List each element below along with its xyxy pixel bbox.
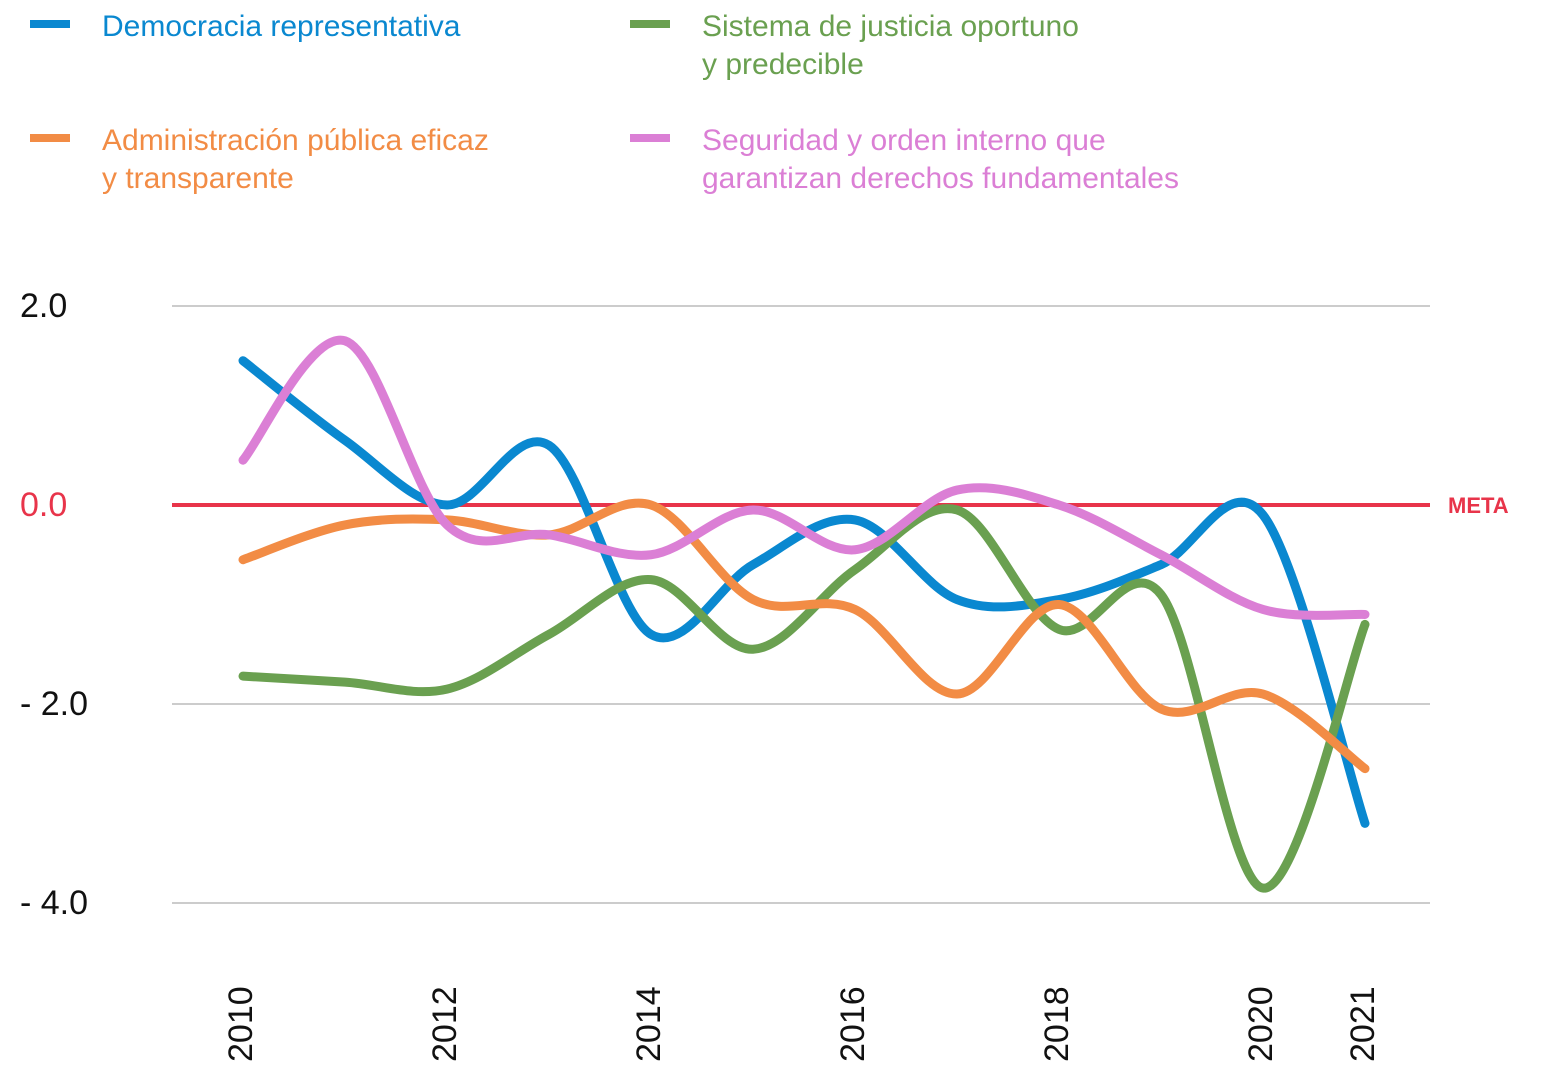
x-tick-label: 2014 [630,986,668,1062]
legend-item: Administración pública eficaz y transpar… [30,122,489,198]
legend-label: Administración pública eficaz y transpar… [102,124,489,195]
legend-item: Seguridad y orden interno que garantizan… [630,122,1179,198]
y-tick-label: - 4.0 [20,884,88,922]
x-tick-label: 2018 [1038,986,1076,1062]
legend-swatch [30,134,70,142]
y-tick-label: 2.0 [20,287,67,325]
x-tick-label: 2012 [426,986,464,1062]
legend-swatch [630,20,670,28]
legend-swatch [30,20,70,28]
legend-label: Democracia representativa [102,10,461,43]
series-line [238,504,1370,893]
x-tick-label: 2020 [1242,986,1280,1062]
series-line [238,335,1370,620]
legend-label: Sistema de justicia oportuno y predecibl… [702,10,1079,81]
legend-item: Sistema de justicia oportuno y predecibl… [630,8,1079,84]
y-tick-label: - 2.0 [20,685,88,723]
series-line [238,356,1370,828]
x-tick-label: 2021 [1344,986,1382,1062]
x-tick-label: 2010 [222,986,260,1062]
y-tick-label: 0.0 [20,486,67,524]
x-tick-label: 2016 [834,986,872,1062]
legend-label: Seguridad y orden interno que garantizan… [702,124,1179,195]
reference-label: META [1448,493,1509,518]
legend-item: Democracia representativa [30,8,461,46]
legend-swatch [630,134,670,142]
series-line [238,498,1370,774]
